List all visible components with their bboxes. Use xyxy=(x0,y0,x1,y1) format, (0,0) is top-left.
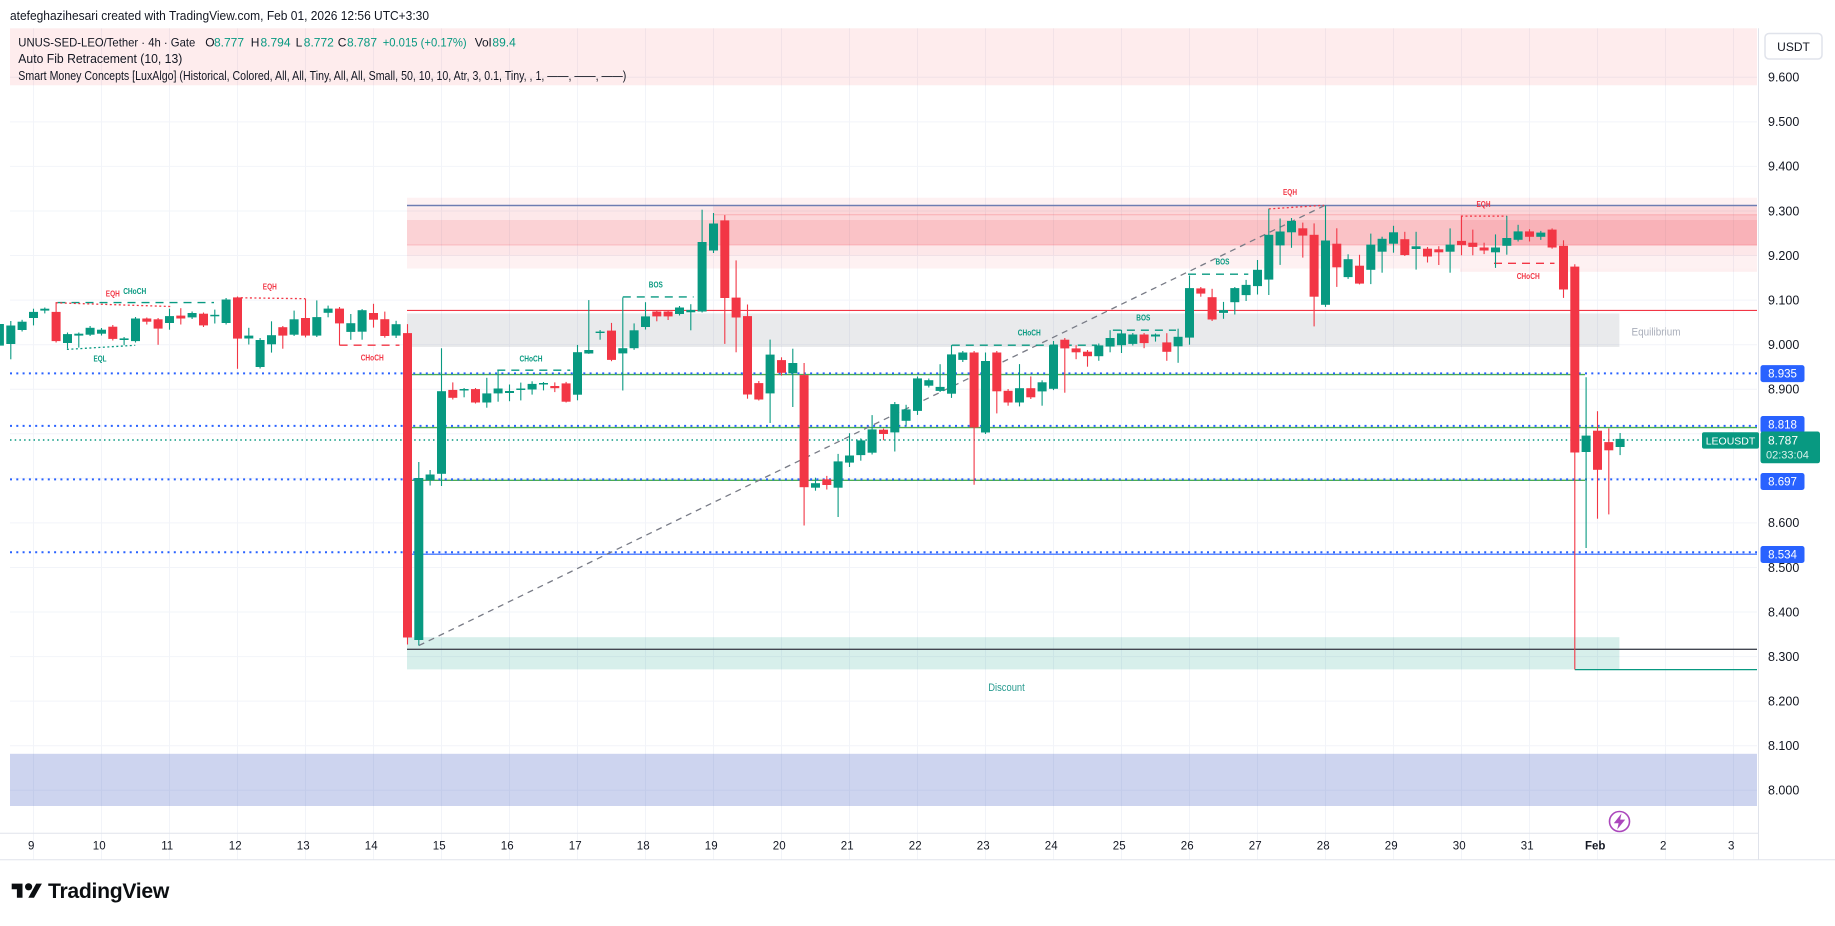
svg-text:13: 13 xyxy=(297,841,310,853)
svg-text:9.000: 9.000 xyxy=(1768,338,1799,352)
svg-text:21: 21 xyxy=(841,841,854,853)
svg-text:8.787: 8.787 xyxy=(1768,433,1798,447)
svg-text:8.787: 8.787 xyxy=(347,36,377,50)
svg-text:8.794: 8.794 xyxy=(261,36,291,50)
svg-text:8.900: 8.900 xyxy=(1768,383,1799,397)
svg-text:12: 12 xyxy=(229,841,242,853)
svg-text:Vol: Vol xyxy=(475,36,492,50)
svg-text:CHoCH: CHoCH xyxy=(1517,272,1540,281)
svg-text:14: 14 xyxy=(365,841,378,853)
svg-text:27: 27 xyxy=(1249,841,1262,853)
svg-text:atefeghazihesari created with: atefeghazihesari created with TradingVie… xyxy=(10,8,429,23)
svg-text:29: 29 xyxy=(1385,841,1398,853)
svg-text:8.100: 8.100 xyxy=(1768,739,1799,753)
svg-text:H: H xyxy=(251,36,260,50)
svg-text:8.818: 8.818 xyxy=(1768,420,1797,432)
svg-text:28: 28 xyxy=(1317,841,1330,853)
svg-text:9.400: 9.400 xyxy=(1768,160,1799,174)
svg-text:8.300: 8.300 xyxy=(1768,650,1799,664)
svg-text:11: 11 xyxy=(161,841,173,853)
svg-text:8.500: 8.500 xyxy=(1768,561,1799,575)
svg-text:8.200: 8.200 xyxy=(1768,694,1799,708)
svg-text:8.697: 8.697 xyxy=(1768,477,1797,489)
svg-text:30: 30 xyxy=(1453,841,1466,853)
svg-text:19: 19 xyxy=(705,841,718,853)
svg-text:8.772: 8.772 xyxy=(304,36,334,50)
svg-text:Equilibrium: Equilibrium xyxy=(1632,326,1681,338)
svg-text:20: 20 xyxy=(773,841,786,853)
svg-text:CHoCH: CHoCH xyxy=(520,354,543,363)
svg-text:2: 2 xyxy=(1660,841,1666,853)
svg-text:9.100: 9.100 xyxy=(1768,293,1799,307)
svg-text:BOS: BOS xyxy=(649,281,663,290)
svg-text:18: 18 xyxy=(637,841,650,853)
svg-text:8.400: 8.400 xyxy=(1768,605,1799,619)
svg-text:3: 3 xyxy=(1728,841,1734,853)
svg-text:31: 31 xyxy=(1521,841,1534,853)
svg-text:Discount: Discount xyxy=(988,682,1025,694)
svg-text:EQH: EQH xyxy=(1477,200,1491,209)
svg-text:16: 16 xyxy=(501,841,514,853)
svg-text:EQH: EQH xyxy=(1283,188,1297,197)
svg-text:9: 9 xyxy=(28,841,34,853)
svg-text:8.534: 8.534 xyxy=(1768,550,1797,562)
svg-text:89.4: 89.4 xyxy=(492,36,516,50)
svg-text:9.600: 9.600 xyxy=(1768,71,1799,85)
svg-text:9.300: 9.300 xyxy=(1768,204,1799,218)
svg-text:25: 25 xyxy=(1113,841,1126,853)
svg-text:+0.015 (+0.17%): +0.015 (+0.17%) xyxy=(383,36,467,50)
svg-text:8.935: 8.935 xyxy=(1768,369,1797,381)
svg-text:CHoCH: CHoCH xyxy=(1018,328,1041,337)
svg-text:L: L xyxy=(296,36,303,50)
svg-text:O: O xyxy=(205,36,214,50)
svg-text:8.600: 8.600 xyxy=(1768,516,1799,530)
svg-text:02:33:04: 02:33:04 xyxy=(1766,450,1809,462)
svg-text:10: 10 xyxy=(93,841,106,853)
svg-text:26: 26 xyxy=(1181,841,1194,853)
svg-text:24: 24 xyxy=(1045,841,1058,853)
svg-text:15: 15 xyxy=(433,841,446,853)
svg-text:8.000: 8.000 xyxy=(1768,784,1799,798)
svg-text:9.500: 9.500 xyxy=(1768,115,1799,129)
svg-text:TradingView: TradingView xyxy=(48,880,170,903)
svg-text:8.777: 8.777 xyxy=(214,36,244,50)
svg-text:LEOUSDT: LEOUSDT xyxy=(1706,435,1756,447)
svg-text:Auto Fib Retracement (10, 13): Auto Fib Retracement (10, 13) xyxy=(18,52,182,66)
svg-text:USDT: USDT xyxy=(1777,40,1810,54)
svg-text:UNUS-SED-LEO/Tether · 4h · Gat: UNUS-SED-LEO/Tether · 4h · Gate xyxy=(18,36,195,50)
svg-text:23: 23 xyxy=(977,841,990,853)
svg-text:9.200: 9.200 xyxy=(1768,249,1799,263)
svg-text:17: 17 xyxy=(569,841,582,853)
svg-text:EQL: EQL xyxy=(94,355,107,364)
svg-text:22: 22 xyxy=(909,841,922,853)
svg-text:BOS: BOS xyxy=(1136,314,1150,323)
svg-text:Feb: Feb xyxy=(1585,841,1605,853)
svg-text:CHoCH: CHoCH xyxy=(361,353,384,362)
svg-text:Smart Money Concepts [LuxAlgo]: Smart Money Concepts [LuxAlgo] (Historic… xyxy=(18,69,626,83)
svg-text:EQH: EQH xyxy=(263,283,277,292)
svg-text:C: C xyxy=(338,36,347,50)
svg-text:BOS: BOS xyxy=(1216,258,1230,267)
svg-text:EQH: EQH xyxy=(106,290,120,299)
svg-text:CHoCH: CHoCH xyxy=(123,287,146,296)
